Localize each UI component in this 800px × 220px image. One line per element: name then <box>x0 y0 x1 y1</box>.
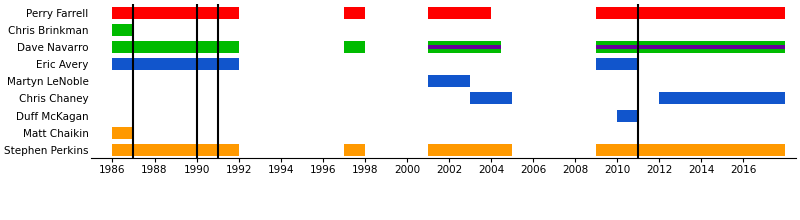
Bar <box>659 92 786 104</box>
Bar <box>344 41 365 53</box>
Bar <box>113 127 134 139</box>
Bar <box>113 24 134 36</box>
Bar <box>596 45 786 49</box>
Bar <box>428 7 491 19</box>
Bar <box>344 144 365 156</box>
Bar <box>428 75 470 87</box>
Bar <box>113 58 238 70</box>
Bar <box>428 41 502 53</box>
Bar <box>596 7 786 19</box>
Bar <box>617 110 638 122</box>
Bar <box>470 92 512 104</box>
Bar <box>596 41 786 53</box>
Bar <box>428 45 502 49</box>
Bar <box>428 144 512 156</box>
Bar <box>113 41 238 53</box>
Bar <box>344 7 365 19</box>
Bar <box>113 7 238 19</box>
Bar <box>596 144 786 156</box>
Bar <box>596 58 638 70</box>
Bar <box>113 144 238 156</box>
